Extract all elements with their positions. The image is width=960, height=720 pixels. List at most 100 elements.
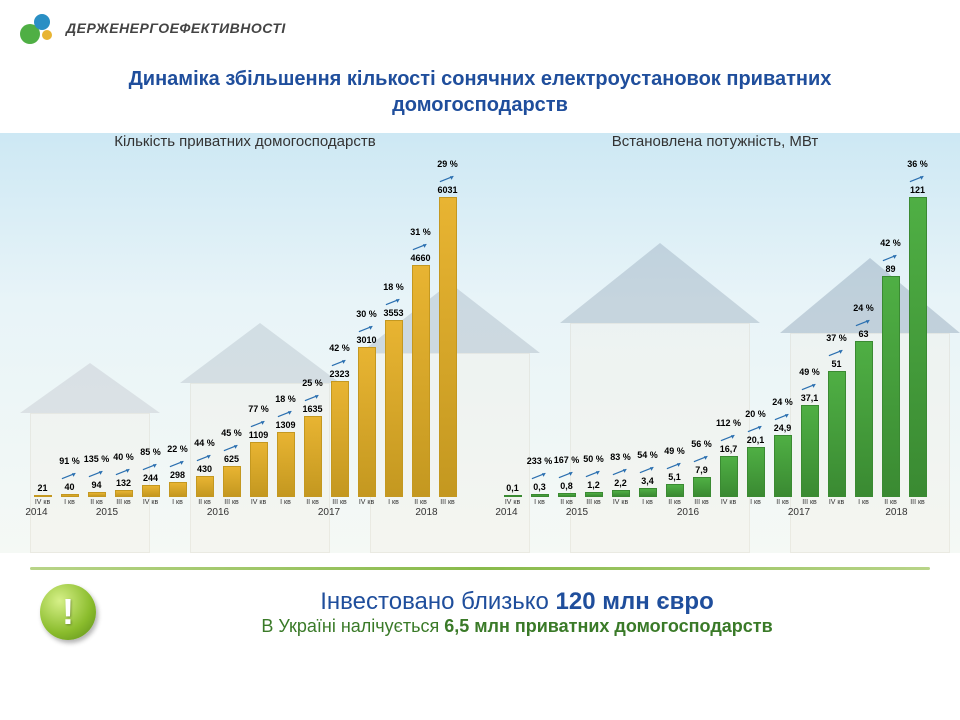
bar [531,494,549,497]
bar-group: 233 %0,3 [528,482,552,497]
x-tick: III кв [436,499,460,507]
bar-group: 42 %89 [879,264,903,497]
bar-group: 18 %3553 [382,308,406,497]
x-tick: I кв [744,499,768,507]
x-tick: I кв [852,499,876,507]
org-name: Держенергоефективності [66,20,286,36]
arrow-icon [531,468,549,478]
percent-label: 22 % [167,444,188,454]
x-tick: I кв [636,499,660,507]
bar-group: 44 %430 [193,464,217,497]
exclamation-mark: ! [62,591,74,633]
bar [277,432,295,497]
value-label: 16,7 [720,444,738,454]
percent-label: 50 % [583,454,604,464]
value-label: 94 [91,480,101,490]
arrow-icon [666,458,684,468]
arrow-icon [331,355,349,365]
bar [612,490,630,497]
year-label: 2016 [634,507,742,518]
bar [412,265,430,497]
x-tick: II кв [771,499,795,507]
percent-label: 233 % [527,456,553,466]
value-label: 1,2 [587,480,600,490]
bar [88,492,106,497]
bar-group: 40 %132 [112,478,136,497]
x-tick: III кв [112,499,136,507]
bar-group: 25 %1635 [301,404,325,497]
arrow-icon [558,467,576,477]
value-label: 37,1 [801,393,819,403]
percent-label: 20 % [745,409,766,419]
value-label: 0,8 [560,481,573,491]
arrow-icon [412,239,430,249]
bar-group: 50 %1,2 [582,480,606,497]
footer-line1-prefix: Інвестовано близько [320,588,555,615]
left-x-axis: IV квI квII квIII квIV квI квII квIII кв… [10,499,480,507]
percent-label: 30 % [356,309,377,319]
percent-label: 49 % [664,446,685,456]
value-label: 24,9 [774,423,792,433]
bar-group: 31 %4660 [409,253,433,497]
bar [909,197,927,497]
bar [223,466,241,497]
x-tick: II кв [409,499,433,507]
value-label: 0,1 [506,483,519,493]
percent-label: 36 % [907,159,928,169]
footer-line2-bold: 6,5 млн приватних домогосподарств [444,616,772,636]
arrow-icon [801,379,819,389]
arrow-icon [223,440,241,450]
percent-label: 56 % [691,439,712,449]
bar-group: 37 %51 [825,359,849,497]
x-tick: IV кв [139,499,163,507]
arrow-icon [277,406,295,416]
arrow-icon [639,462,657,472]
x-tick: III кв [690,499,714,507]
bar [504,495,522,497]
x-tick: III кв [328,499,352,507]
bar-group: 30 %3010 [355,335,379,497]
header: Держенергоефективності [0,0,960,56]
bar [358,347,376,497]
year-label: 2018 [386,507,467,518]
bar-group: 83 %2,2 [609,478,633,497]
bar-group: 135 %94 [85,480,109,497]
x-tick: IV кв [31,499,55,507]
footer-line1-bold: 120 млн євро [556,588,714,615]
charts-container: Кількість приватних домогосподарств 2191… [0,133,960,553]
x-tick: II кв [879,499,903,507]
bar-group: 91 %40 [58,482,82,497]
percent-label: 24 % [772,397,793,407]
arrow-icon [612,464,630,474]
percent-label: 40 % [113,452,134,462]
bar [169,482,187,497]
arrow-icon [61,468,79,478]
footer: ! Інвестовано близько 120 млн євро В Укр… [0,576,960,648]
year-label: 2015 [523,507,631,518]
x-tick: IV кв [825,499,849,507]
x-tick: II кв [555,499,579,507]
x-tick: II кв [85,499,109,507]
bar [142,485,160,497]
footer-divider [30,567,930,570]
year-label: 2017 [275,507,383,518]
right-chart-panel: Встановлена потужність, МВт 0,1233 %0,31… [480,133,950,553]
value-label: 244 [143,473,158,483]
year-label: 2015 [53,507,161,518]
bar-group: 56 %7,9 [690,465,714,497]
bar [801,405,819,497]
percent-label: 18 % [275,394,296,404]
value-label: 2323 [329,369,349,379]
x-tick: I кв [274,499,298,507]
bar-group: 0,1 [501,483,525,497]
bar-group: 18 %1309 [274,420,298,497]
value-label: 3,4 [641,476,654,486]
arrow-icon [358,321,376,331]
value-label: 1309 [275,420,295,430]
footer-line1: Інвестовано близько 120 млн євро [114,588,920,616]
footer-text: Інвестовано близько 120 млн євро В Украї… [114,588,920,637]
bar-group: 49 %37,1 [798,393,822,497]
value-label: 51 [831,359,841,369]
x-tick: IV кв [609,499,633,507]
percent-label: 37 % [826,333,847,343]
